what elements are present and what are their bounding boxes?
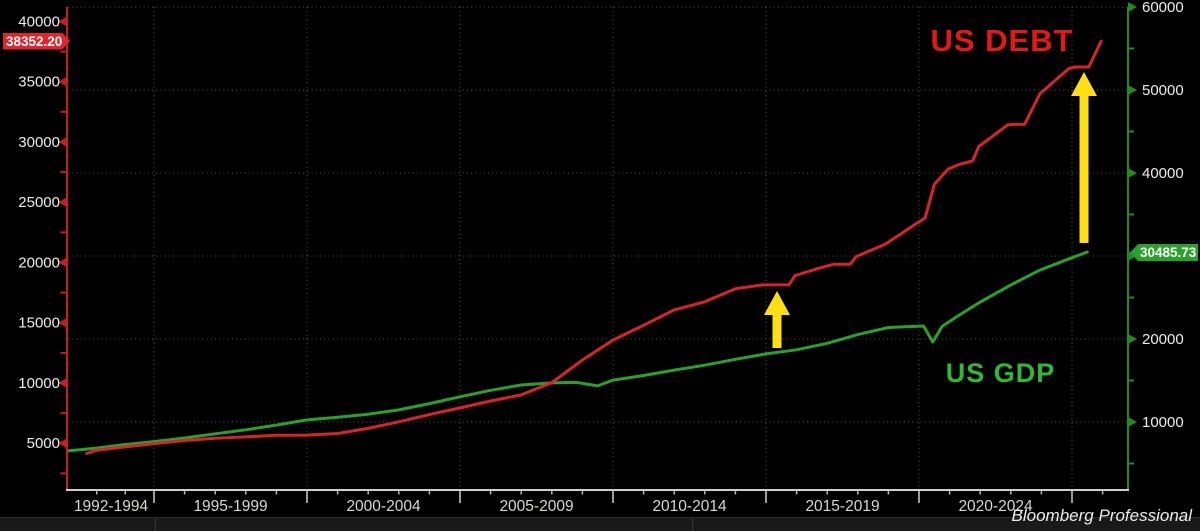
left-axis-tick-label: 20000 xyxy=(18,254,60,271)
bottom-window-strip xyxy=(0,517,1200,531)
right-axis-tick-label: 10000 xyxy=(1142,414,1184,431)
left-axis-tick-label: 15000 xyxy=(18,315,60,332)
up-arrow-annotation xyxy=(1071,72,1097,243)
left-axis-tick-label: 5000 xyxy=(27,435,60,452)
left-axis-tick-label: 35000 xyxy=(18,74,60,91)
x-axis-section-label: 1995-1999 xyxy=(193,498,267,515)
left-axis-tick-label: 40000 xyxy=(18,13,60,30)
x-axis-section-label: 2005-2009 xyxy=(499,498,573,515)
x-axis-section-label: 2020-2024 xyxy=(958,498,1033,515)
debt-last-price-flag: 38352.20 xyxy=(3,32,70,50)
up-arrow-annotation xyxy=(764,291,790,348)
x-axis-section-label: 1992-1994 xyxy=(74,498,149,515)
right-axis-tick-label: 60000 xyxy=(1142,0,1184,16)
left-axis: 5000 10000 15000 20000 25000 30000 35000 40000 xyxy=(18,7,68,490)
x-axis-section-label: 2015-2019 xyxy=(805,498,879,515)
x-axis: 1992-1994 1995-1999 2000-2004 2005-2009 2010… xyxy=(66,489,1129,515)
right-axis-tick-label: 50000 xyxy=(1142,82,1184,99)
us-debt-series-label: US DEBT xyxy=(930,23,1074,58)
us-debt-line xyxy=(85,39,1103,455)
left-axis-tick-label: 10000 xyxy=(18,375,60,392)
gdp-last-price-flag: 30485.73 xyxy=(1130,244,1198,261)
strip-seam xyxy=(692,518,693,531)
us-gdp-series-label: US GDP xyxy=(945,358,1056,388)
left-axis-tick-label: 25000 xyxy=(18,194,60,211)
bloomberg-watermark: Bloomberg Professional xyxy=(1011,506,1192,525)
right-axis: 10000 20000 40000 50000 60000 xyxy=(1127,0,1184,490)
us-gdp-line xyxy=(66,250,1089,453)
right-axis-tick-label: 20000 xyxy=(1142,331,1184,348)
gridlines xyxy=(68,6,1127,489)
right-axis-tick-label: 40000 xyxy=(1142,165,1184,182)
x-axis-section-label: 2000-2004 xyxy=(346,498,421,515)
x-axis-section-label: 2010-2014 xyxy=(652,498,727,515)
strip-seam xyxy=(155,518,156,531)
left-axis-tick-label: 30000 xyxy=(18,134,60,151)
